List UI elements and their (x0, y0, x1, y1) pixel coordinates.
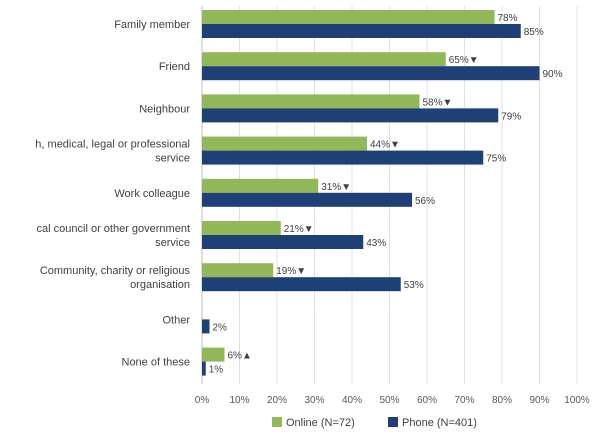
bar (202, 24, 521, 38)
x-tick-label: 60% (417, 395, 437, 406)
x-tick-label: 100% (564, 395, 590, 406)
data-label: 6%▲ (228, 351, 252, 362)
data-label: 19%▼ (276, 266, 306, 277)
x-axis-ticks: 0% 10% 20% 30% 40% 50% 60% 70% 80% 90% 100% (195, 395, 590, 406)
x-tick-label: 90% (529, 395, 549, 406)
category-label: service (155, 237, 190, 249)
value-labels: 78% 85% 65%▼ 90% 58%▼ 79% 44%▼ 75% 31%▼ 56% 21%▼ 43… (209, 13, 563, 376)
legend-label: Online (N=72) (286, 417, 355, 429)
bar (202, 361, 206, 376)
category-label: cal council or other government (37, 223, 190, 235)
x-tick-label: 50% (379, 395, 399, 406)
bar (202, 52, 446, 67)
data-label: 90% (543, 69, 563, 80)
category-labels: Family member Friend Neighbour h, medical, … (35, 19, 190, 369)
category-label: Other (162, 314, 190, 326)
x-tick-label: 20% (267, 395, 287, 406)
data-label: 53% (404, 280, 424, 291)
data-label: 31%▼ (321, 182, 351, 193)
data-label: 75% (486, 154, 506, 165)
category-label: h, medical, legal or professional (35, 139, 190, 151)
bar (202, 347, 225, 362)
data-label: 85% (524, 27, 544, 38)
category-label: organisation (130, 279, 190, 291)
bar (202, 10, 495, 24)
data-label: 79% (501, 111, 521, 122)
legend-swatch (388, 417, 398, 427)
category-label: Friend (159, 61, 190, 73)
bar (202, 150, 484, 165)
x-tick-label: 0% (195, 395, 210, 406)
category-label: Community, charity or religious (40, 265, 191, 277)
legend-label: Phone (N=401) (402, 417, 477, 429)
x-tick-label: 40% (342, 395, 362, 406)
x-tick-label: 30% (304, 395, 324, 406)
category-label: Neighbour (139, 103, 190, 115)
x-tick-label: 10% (229, 395, 249, 406)
data-label: 2% (213, 322, 228, 333)
bar (202, 94, 420, 109)
data-label: 58%▼ (423, 97, 453, 108)
bar (202, 192, 412, 207)
data-label: 65%▼ (449, 55, 479, 66)
bar (202, 263, 274, 278)
bar (202, 235, 364, 249)
legend-swatch (272, 417, 282, 427)
bar (202, 136, 367, 151)
bar (202, 108, 499, 123)
x-tick-label: 80% (492, 395, 512, 406)
category-label: None of these (122, 357, 191, 369)
category-label: Work colleague (114, 188, 190, 200)
data-label: 78% (498, 13, 518, 24)
x-tick-label: 70% (454, 395, 474, 406)
category-label: Family member (114, 19, 190, 31)
category-label: service (155, 153, 190, 165)
data-label: 21%▼ (284, 224, 314, 235)
legend: Online (N=72) Phone (N=401) (272, 417, 477, 429)
bar (202, 66, 540, 81)
bar (202, 277, 401, 292)
data-label: 1% (209, 365, 224, 376)
bar (202, 221, 281, 235)
data-label: 43% (366, 238, 386, 249)
data-label: 56% (415, 196, 435, 207)
data-label: 44%▼ (370, 140, 400, 151)
bar (202, 319, 210, 334)
bars (202, 10, 540, 376)
bar (202, 178, 319, 193)
